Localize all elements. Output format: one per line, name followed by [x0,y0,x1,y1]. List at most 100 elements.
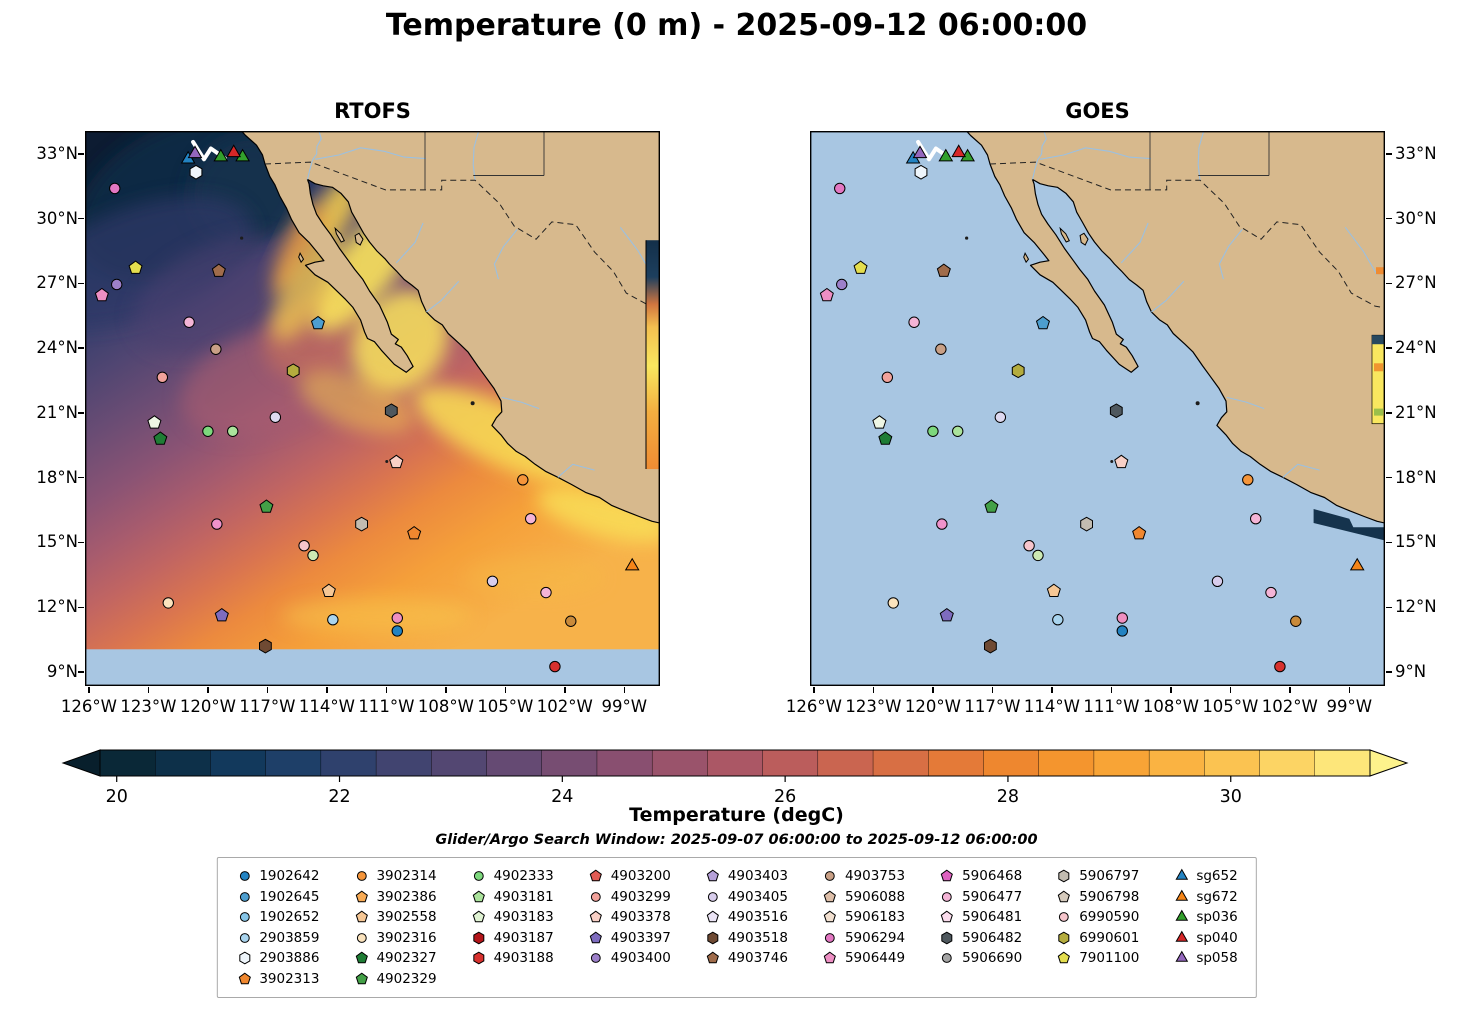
tick-mark [813,687,815,693]
pentagon-marker-icon [706,869,719,882]
pentagon-marker-icon [472,890,485,902]
lon-tick-label: 123°W [120,697,177,716]
legend-entry-label: 4903200 [610,868,671,885]
float-marker [147,415,162,429]
legend-entry-label: 3902558 [376,909,437,926]
legend-entry-label: 5906088 [844,888,906,905]
legend-entry-6990590: 6990590 [1055,907,1139,928]
island [1023,252,1030,264]
float-marker [881,371,894,384]
legend-entry-4902327: 4902327 [352,948,437,969]
panel-title-goes: GOES [1065,99,1130,123]
float-marker [307,549,319,562]
tick-mark [1386,671,1392,673]
float-marker [473,871,484,882]
float-marker [1011,363,1025,379]
search-window-subtitle: Glider/Argo Search Window: 2025-09-07 06… [435,832,1038,848]
circle-marker-icon [473,871,484,882]
float-marker [407,525,422,540]
float-marker [391,625,403,637]
legend-entry-1902652: 1902652 [235,907,319,928]
float-marker [109,182,121,195]
tick-mark [266,687,269,693]
island [334,226,345,243]
legend-column: 4902333 4903181 4903183 4903187 4903188 [470,866,554,989]
legend-entry-3902386: 3902386 [352,887,437,908]
tick-mark [1386,217,1392,220]
island [1059,226,1070,243]
river [1344,226,1378,276]
legend-entry-5906797: 5906797 [1055,866,1139,887]
legend-entry-label: 5906294 [844,929,906,946]
float-marker [853,260,868,274]
tick-mark [1386,412,1392,414]
float-marker [590,891,601,902]
pentagon-marker-icon [706,951,719,964]
float-marker [214,607,229,622]
float-marker [389,454,404,469]
legend-entry-label: 5906690 [962,950,1023,967]
island [1110,459,1114,463]
legend-entry-sp040: sp040 [1172,928,1238,949]
glider-track [191,140,227,162]
lat-tick-label: 24°N [36,338,78,358]
pentagon-marker-icon [355,951,368,964]
tick-mark [78,412,84,414]
float-marker [706,869,719,882]
lon-tick-label: 120°W [179,697,236,716]
float-marker [984,638,997,654]
hexagon-marker-icon [238,951,250,965]
pentagon-marker-icon [238,972,251,984]
circle-marker-icon [590,891,601,902]
pentagon-marker-icon [823,910,837,923]
float-marker [1132,525,1147,540]
legend-entry-label: 4903518 [727,929,788,946]
lon-tick-label: 99°W [601,697,648,716]
float-marker [912,145,928,159]
float-marker [589,869,602,882]
lat-tick-label: 9°N [46,661,78,681]
tick-mark [623,687,625,693]
float-marker [908,316,920,328]
lat-tick-label: 27°N [36,273,78,293]
tick-mark [326,687,328,693]
colorbar-label: Temperature (degC) [629,804,844,826]
river [1031,131,1047,180]
tick-mark [1386,153,1392,155]
lat-tick-label: 15°N [36,532,78,552]
float-marker [321,583,336,597]
float-marker [1114,454,1129,469]
circle-marker-icon [356,932,367,943]
colorbar-tick-label: 26 [774,787,796,807]
legend-entry-label: sp058 [1196,950,1238,967]
tick-mark [1348,687,1350,693]
legend-entry-label: 4903181 [493,888,554,905]
legend-entry-label: 4903188 [493,950,554,967]
float-marker [211,263,226,277]
legend-entry-label: 4903405 [727,888,788,905]
float-marker [162,597,174,609]
tick-mark [78,671,84,673]
tick-mark [78,217,84,220]
float-marker [239,891,250,902]
legend-entry-4903516: 4903516 [704,907,788,928]
float-marker [1242,474,1254,486]
float-marker [1035,315,1050,330]
float-marker [1058,931,1070,945]
float-marker [1211,575,1224,588]
legend-column: 5906797 5906798 6990590 6990601 7901100 [1055,866,1139,989]
legend-entry-label: 5906468 [962,868,1023,885]
float-marker [706,910,719,923]
legend-entry-3902558: 3902558 [352,907,437,928]
float-marker [355,910,368,923]
figure-title: Temperature (0 m) - 2025-09-12 06:00:00 [385,8,1088,43]
tick-mark [78,606,84,608]
float-marker [940,869,954,882]
float-marker [259,638,272,654]
float-marker [1058,890,1071,902]
circle-marker-icon [356,871,367,882]
legend-entry-5906294: 5906294 [821,928,905,949]
circle-marker-icon [239,932,250,943]
lat-tick-label: 27°N [1395,273,1437,293]
legend-entry-1902645: 1902645 [235,887,319,908]
